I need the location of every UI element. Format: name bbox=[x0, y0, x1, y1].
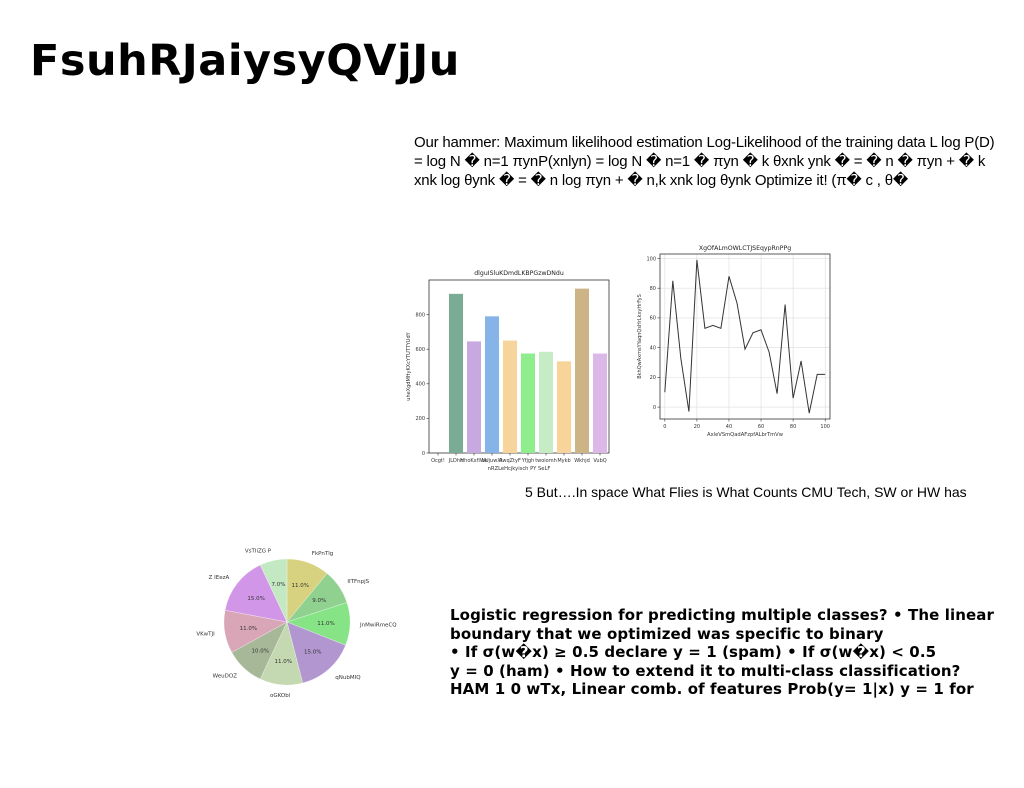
x-tick-label: 0 bbox=[663, 424, 666, 430]
y-tick-label: 200 bbox=[415, 416, 425, 422]
pie-percent-label: 9.0% bbox=[312, 598, 326, 604]
pie-percent-label: 11.0% bbox=[240, 626, 257, 632]
pie-slice bbox=[286, 621, 346, 684]
pie-category-label: VKwTJI bbox=[196, 631, 215, 637]
x-tick-label: Yfjgh bbox=[521, 458, 535, 464]
plot-frame bbox=[428, 279, 610, 454]
y-tick-label: 100 bbox=[646, 256, 656, 262]
bar bbox=[502, 340, 518, 453]
y-tick-label: 20 bbox=[650, 375, 656, 381]
x-tick-label: Mykb bbox=[557, 458, 570, 464]
y-tick-label: 80 bbox=[650, 286, 656, 292]
pie-percent-label: 11.0% bbox=[317, 621, 334, 627]
bar bbox=[448, 293, 464, 453]
x-axis-label: nRZLeHcjkyisch PY SeLF bbox=[488, 466, 551, 472]
x-tick-label: twoiomh bbox=[535, 458, 557, 464]
x-tick-label: 20 bbox=[694, 424, 700, 430]
y-tick-label: 800 bbox=[415, 312, 425, 318]
slide-title: FsuhRJaiysyQVjJu bbox=[30, 36, 460, 86]
x-tick-label: 60 bbox=[758, 424, 764, 430]
pie-category-label: oGKObl bbox=[270, 693, 291, 699]
pie-category-label: FkPnTlg bbox=[312, 551, 333, 557]
pie-chart: 11.0% FkPnTlg 9.0% IITFnpjS 11.0% JnMwiRmeCQ 1… bbox=[196, 549, 397, 699]
series-line bbox=[664, 259, 826, 414]
y-tick-label: 0 bbox=[422, 451, 425, 457]
pie-percent-label: 10.0% bbox=[252, 649, 269, 655]
line-chart: 0 20 40 60 80 100 0 20 40 60 80 100 XgOfALmOWLCTJSEq… bbox=[637, 245, 831, 438]
pie-category-label: WeuDOZ bbox=[213, 673, 238, 679]
logistic-regression-paragraph: Logistic regression for predicting multi… bbox=[450, 606, 1020, 699]
likelihood-paragraph: Our hammer: Maximum likelihood estimatio… bbox=[414, 134, 995, 189]
bar bbox=[574, 288, 590, 453]
space-caption: 5 But….In space What Flies is What Count… bbox=[525, 484, 967, 500]
bar bbox=[520, 353, 536, 453]
pie-category-label: Z IEezA bbox=[209, 575, 230, 581]
pie-category-label: qNubMIQ bbox=[335, 675, 361, 681]
x-tick-label: Ocgt! bbox=[431, 458, 445, 464]
paragraph-line: HAM 1 0 wTx, Linear comb. of features Pr… bbox=[450, 680, 974, 698]
x-tick-label: Wkhjd bbox=[574, 458, 590, 464]
chart-title: dlguISluKDmdLKBPGzwDNdu bbox=[474, 270, 564, 277]
x-tick-label: JLDhh bbox=[448, 458, 463, 464]
paragraph-line: y = 0 (ham) • How to extend it to multi-… bbox=[450, 661, 961, 680]
y-tick-label: 60 bbox=[650, 316, 656, 322]
pie-percent-label: 11.0% bbox=[291, 583, 308, 589]
x-tick-label: hUjuwXl bbox=[482, 458, 502, 464]
bar bbox=[592, 353, 608, 453]
pie-percent-label: 7.0% bbox=[272, 582, 286, 588]
plot-frame bbox=[659, 253, 831, 420]
pie-percent-label: 11.0% bbox=[275, 659, 292, 665]
pie-category-label: IITFnpjS bbox=[347, 579, 369, 585]
y-tick-label: 40 bbox=[650, 345, 656, 351]
x-tick-label: HhoKxfIWe bbox=[460, 458, 487, 464]
paragraph-line: boundary that we optimized was specific … bbox=[450, 624, 884, 643]
x-tick-label: 100 bbox=[820, 424, 830, 430]
x-axis-label: AxleVSmQadAFzpfALbrTmVw bbox=[707, 432, 784, 438]
paragraph-line: • If σ(w�x) ≥ 0.5 declare y = 1 (spam) •… bbox=[450, 643, 937, 661]
bar bbox=[484, 316, 500, 453]
pie-percent-label: 15.0% bbox=[304, 649, 321, 655]
paragraph-line: Logistic regression for predicting multi… bbox=[450, 606, 995, 624]
y-axis-label: uheXgdMHyKXcYTUTTYUdY bbox=[406, 331, 412, 400]
chart-title: XgOfALmOWLCTJSEqypRnPPg bbox=[699, 245, 791, 252]
pie-slice bbox=[224, 564, 288, 623]
x-tick-label: 80 bbox=[790, 424, 796, 430]
pie-category-label: JnMwiRmeCQ bbox=[359, 622, 397, 628]
y-tick-label: 0 bbox=[653, 405, 656, 411]
y-axis-label: BkhQwAxmsYYaqnQsHrLkxyHrFyS bbox=[637, 294, 643, 379]
bar bbox=[538, 351, 554, 453]
y-tick-label: 600 bbox=[415, 347, 425, 353]
pie-percent-label: 15.0% bbox=[247, 596, 264, 602]
x-tick-label: 40 bbox=[726, 424, 732, 430]
x-tick-label: VubQ bbox=[593, 458, 606, 464]
pie-slice bbox=[259, 558, 288, 623]
bar bbox=[466, 341, 482, 453]
y-tick-label: 400 bbox=[415, 382, 425, 388]
x-tick-label: AwqZtyF bbox=[499, 458, 521, 464]
pie-category-label: VsTIiZG P bbox=[245, 549, 272, 555]
bar bbox=[556, 361, 572, 453]
